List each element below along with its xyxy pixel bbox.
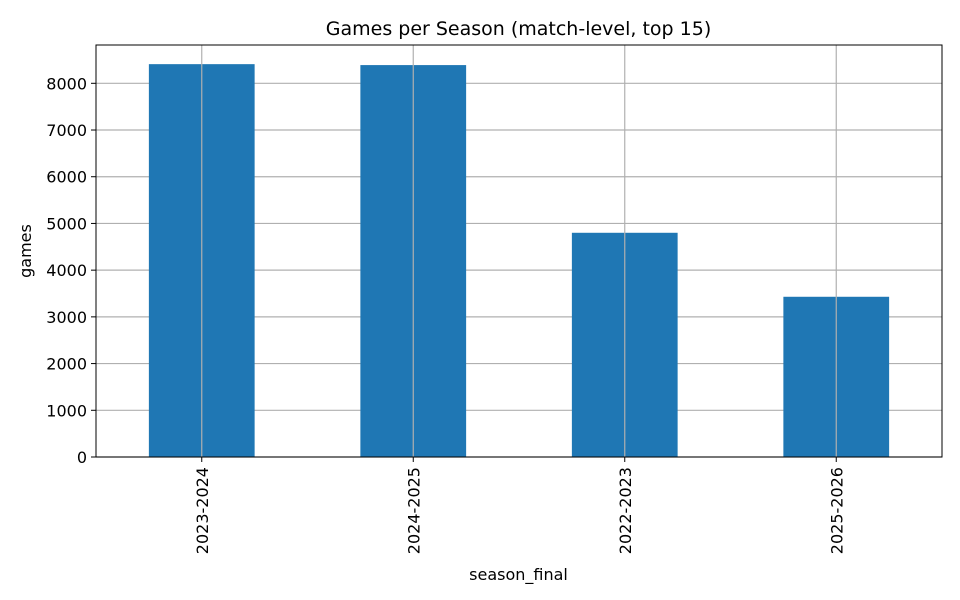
chart-title: Games per Season (match-level, top 15) — [326, 18, 711, 40]
x-grid-lines — [201, 45, 837, 457]
bars — [148, 64, 890, 458]
y-tick-label: 8000 — [46, 74, 87, 93]
plot-frame — [95, 44, 943, 458]
y-tick-label: 5000 — [46, 214, 87, 233]
y-tick-label: 4000 — [46, 261, 87, 280]
x-axis-ticks: 2023-2024 2024-2025 2022-2023 2025-2026 — [193, 457, 846, 554]
y-tick-label: 2000 — [46, 355, 87, 374]
y-tick-label: 0 — [77, 448, 87, 467]
y-axis-label: games — [16, 224, 35, 278]
x-tick-label: 2023-2024 — [193, 467, 212, 554]
y-tick-label: 7000 — [46, 121, 87, 140]
y-tick-label: 3000 — [46, 308, 87, 327]
y-tick-label: 6000 — [46, 168, 87, 187]
x-tick-label: 2024-2025 — [404, 467, 423, 554]
y-axis-ticks: 0 1000 2000 3000 4000 5000 6000 7000 8000 — [46, 74, 96, 467]
x-tick-label: 2025-2026 — [827, 467, 846, 554]
x-axis-label: season_final — [469, 565, 568, 585]
y-tick-label: 1000 — [46, 401, 87, 420]
x-tick-label: 2022-2023 — [616, 467, 635, 554]
